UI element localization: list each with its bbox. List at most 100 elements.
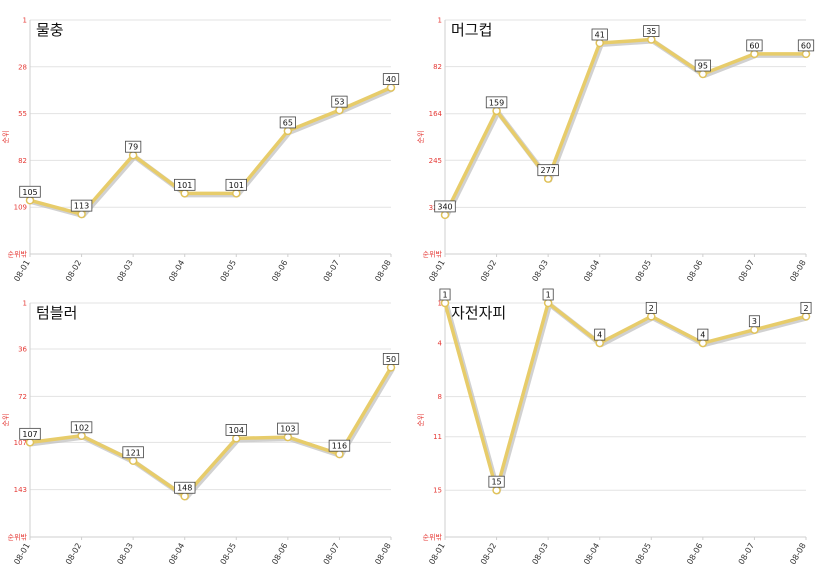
data-label: 121 [126,448,141,457]
data-point [492,485,501,495]
y-tick-label: 1 [23,17,27,25]
data-point [232,434,241,443]
data-label-box [542,288,554,301]
data-label: 2 [803,304,808,313]
data-label: 159 [489,98,504,107]
y-tick-label: 82 [433,63,442,71]
data-label-box [225,424,247,436]
data-label: 35 [646,27,656,36]
data-point [77,209,86,219]
data-label: 2 [649,304,654,313]
data-label: 101 [177,181,192,190]
chart-title: 텀블러 [36,304,77,322]
series-line [443,37,806,216]
x-tick-label: 08-07 [737,259,756,284]
x-tick-label: 08-03 [115,259,134,284]
series-line-shadow [31,367,395,501]
x-tick-label: 08-03 [115,542,134,565]
data-point [128,456,138,466]
data-label: 65 [283,118,293,127]
y-axis-label: 순위 [417,414,425,427]
data-point [232,189,241,198]
data-point [698,338,708,348]
data-label: 95 [698,62,708,71]
y-tick-label: 72 [18,393,27,401]
data-label: 277 [541,166,556,175]
data-label: 116 [332,442,347,451]
data-label: 1 [546,291,551,300]
y-tick-label: 164 [429,110,443,118]
data-label-box [594,328,606,341]
x-tick-label: 08-01 [12,542,31,565]
y-tick-label: 107 [14,439,27,447]
data-label-box [19,185,41,198]
data-point [440,298,450,308]
data-label: 101 [229,181,244,190]
y-tick-label: 4 [438,340,443,348]
x-tick-label: 08-05 [219,259,238,284]
data-label: 4 [597,331,602,340]
data-label-box [485,96,508,109]
x-tick-label: 08-04 [582,259,601,284]
x-tick-label: 08-02 [64,259,83,284]
x-tick-label: 08-03 [530,259,549,284]
data-point [492,106,501,116]
data-point [750,325,759,334]
y-tick-label: 245 [429,157,442,165]
data-label: 41 [595,30,605,39]
x-tick-label: 08-08 [373,542,392,565]
data-point [543,298,553,308]
y-out-of-rank-label: 순위밖 [423,533,443,542]
chart-panel-water-gun: 1 28 55 82 109 순위밖 순위 08-01 08-02 08-03 08-04 08-05… [2,17,400,284]
data-label-box [331,95,348,108]
data-label: 148 [177,484,192,493]
data-label: 3 [752,317,757,326]
data-label-box [328,439,351,452]
data-label: 40 [386,75,396,84]
data-label-box [591,28,608,41]
data-label-box [277,422,299,435]
data-label-box [122,446,144,459]
x-tick-label: 08-05 [634,259,653,284]
data-label-box [800,301,812,314]
x-tick-label: 08-01 [427,259,446,284]
y-tick-label: 36 [18,346,27,354]
y-out-of-rank-label: 순위밖 [8,533,28,542]
data-point [750,49,759,59]
y-tick-label: 1 [438,17,442,25]
data-point [543,174,553,183]
data-label: 50 [386,355,396,364]
data-point [77,431,86,441]
x-tick-label: 08-07 [737,542,756,565]
y-out-of-rank-label: 순위밖 [423,250,443,259]
data-point [440,210,450,220]
y-tick-label: 1 [438,300,442,308]
y-tick-label: 1 [23,300,27,308]
data-label-box [643,25,660,37]
data-point [180,491,189,501]
data-point [595,338,604,348]
data-label: 79 [128,143,138,152]
data-label: 1 [442,291,447,300]
y-out-of-rank-label: 순위밖 [8,250,28,259]
data-label-box [748,315,760,328]
data-label: 53 [334,98,344,107]
data-point [128,150,138,160]
y-tick-label: 28 [18,63,27,71]
data-label: 103 [280,425,295,434]
data-label-box [125,140,142,153]
data-label-box [70,199,93,212]
x-tick-label: 08-02 [479,542,498,565]
x-tick-label: 08-07 [322,542,341,565]
data-point [283,126,293,136]
y-axis-label: 순위 [2,414,10,427]
data-label-box [488,475,505,488]
data-label-box [19,427,41,440]
data-point [801,312,811,321]
data-point [801,49,811,59]
x-tick-label: 08-06 [270,542,289,565]
data-point [25,196,35,205]
data-label: 15 [491,478,501,487]
data-label-box [279,116,296,129]
data-label-box [70,421,93,434]
